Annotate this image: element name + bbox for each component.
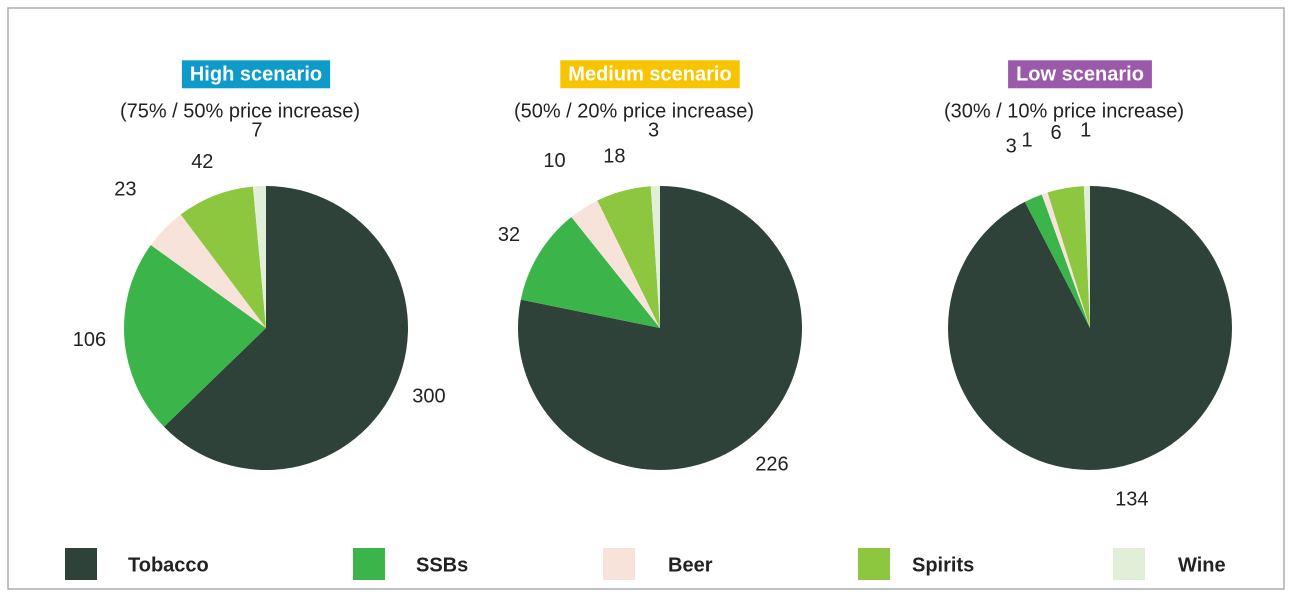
pie-slice	[150, 214, 266, 328]
data-label: 3	[1006, 136, 1017, 158]
pie-slice	[163, 186, 408, 470]
pie-slice	[180, 186, 266, 328]
scenario-subtitle: (75% / 50% price increase)	[120, 100, 360, 122]
pie-slice	[650, 186, 660, 328]
legend-swatch	[858, 548, 890, 580]
data-label: 134	[1115, 488, 1148, 510]
pie-slice	[571, 200, 660, 328]
legend-label: Beer	[668, 554, 713, 576]
pie-slice	[1024, 194, 1090, 328]
pie-slice	[520, 217, 660, 328]
data-label: 1	[1022, 130, 1033, 152]
scenario-subtitle: (30% / 10% price increase)	[944, 100, 1184, 122]
data-label: 18	[603, 145, 625, 167]
data-label: 10	[543, 150, 565, 172]
pie-slice	[123, 244, 267, 427]
data-label: 23	[114, 178, 136, 200]
data-label: 3	[648, 119, 659, 141]
data-label: 106	[73, 329, 106, 351]
data-label: 32	[498, 224, 520, 246]
data-label: 1	[1080, 119, 1091, 141]
data-label: 226	[755, 453, 788, 475]
scenario-title: High scenario	[190, 63, 322, 85]
pie-slice	[1041, 192, 1090, 328]
legend-swatch	[603, 548, 635, 580]
legend-swatch	[1113, 548, 1145, 580]
legend-label: Spirits	[912, 554, 974, 576]
legend-swatch	[65, 548, 97, 580]
data-label: 7	[251, 119, 262, 141]
title-box	[560, 60, 740, 89]
pie-slice	[597, 186, 660, 328]
legend-label: Tobacco	[128, 554, 209, 576]
data-label: 6	[1050, 122, 1061, 144]
legend-swatch	[353, 548, 385, 580]
data-label: 42	[191, 151, 213, 173]
pie-slice	[1047, 186, 1090, 328]
legend-label: Wine	[1178, 554, 1226, 576]
pie-slice	[252, 186, 266, 328]
scenario-title: Low scenario	[1016, 63, 1144, 85]
scenario-title: Medium scenario	[568, 63, 731, 85]
title-box	[181, 60, 331, 89]
scenario-subtitle: (50% / 20% price increase)	[514, 100, 754, 122]
legend-label: SSBs	[416, 554, 468, 576]
data-label: 300	[412, 385, 445, 407]
pie-slice	[1083, 186, 1090, 328]
title-box	[1008, 60, 1152, 89]
